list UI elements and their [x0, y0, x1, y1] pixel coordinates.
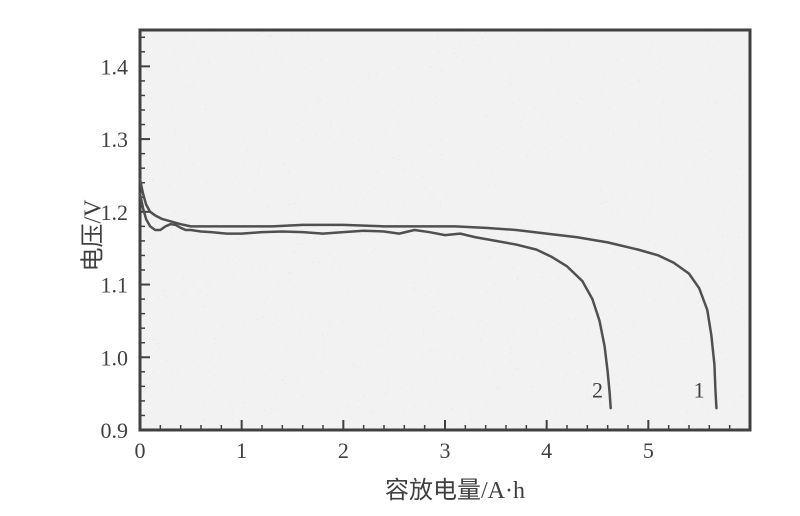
x-axis-label: 容放电量/A·h	[355, 470, 555, 505]
y-tick-label: 1.0	[101, 345, 129, 370]
y-tick-label: 0.9	[101, 418, 129, 443]
curve-label: 2	[592, 377, 603, 402]
y-tick-label: 1.3	[101, 127, 129, 152]
x-tick-label: 4	[541, 438, 552, 463]
x-tick-label: 2	[338, 438, 349, 463]
x-tick-label: 5	[643, 438, 654, 463]
x-tick-label: 3	[440, 438, 451, 463]
chart-container: 0123450.91.01.11.21.31.412 电压/V 容放电量/A·h	[0, 0, 800, 516]
y-axis-label: 电压/V	[73, 176, 108, 296]
curve-label: 1	[694, 377, 705, 402]
x-tick-label: 1	[236, 438, 247, 463]
chart-svg: 0123450.91.01.11.21.31.412	[0, 0, 800, 516]
y-tick-label: 1.4	[101, 54, 129, 79]
x-tick-label: 0	[135, 438, 146, 463]
